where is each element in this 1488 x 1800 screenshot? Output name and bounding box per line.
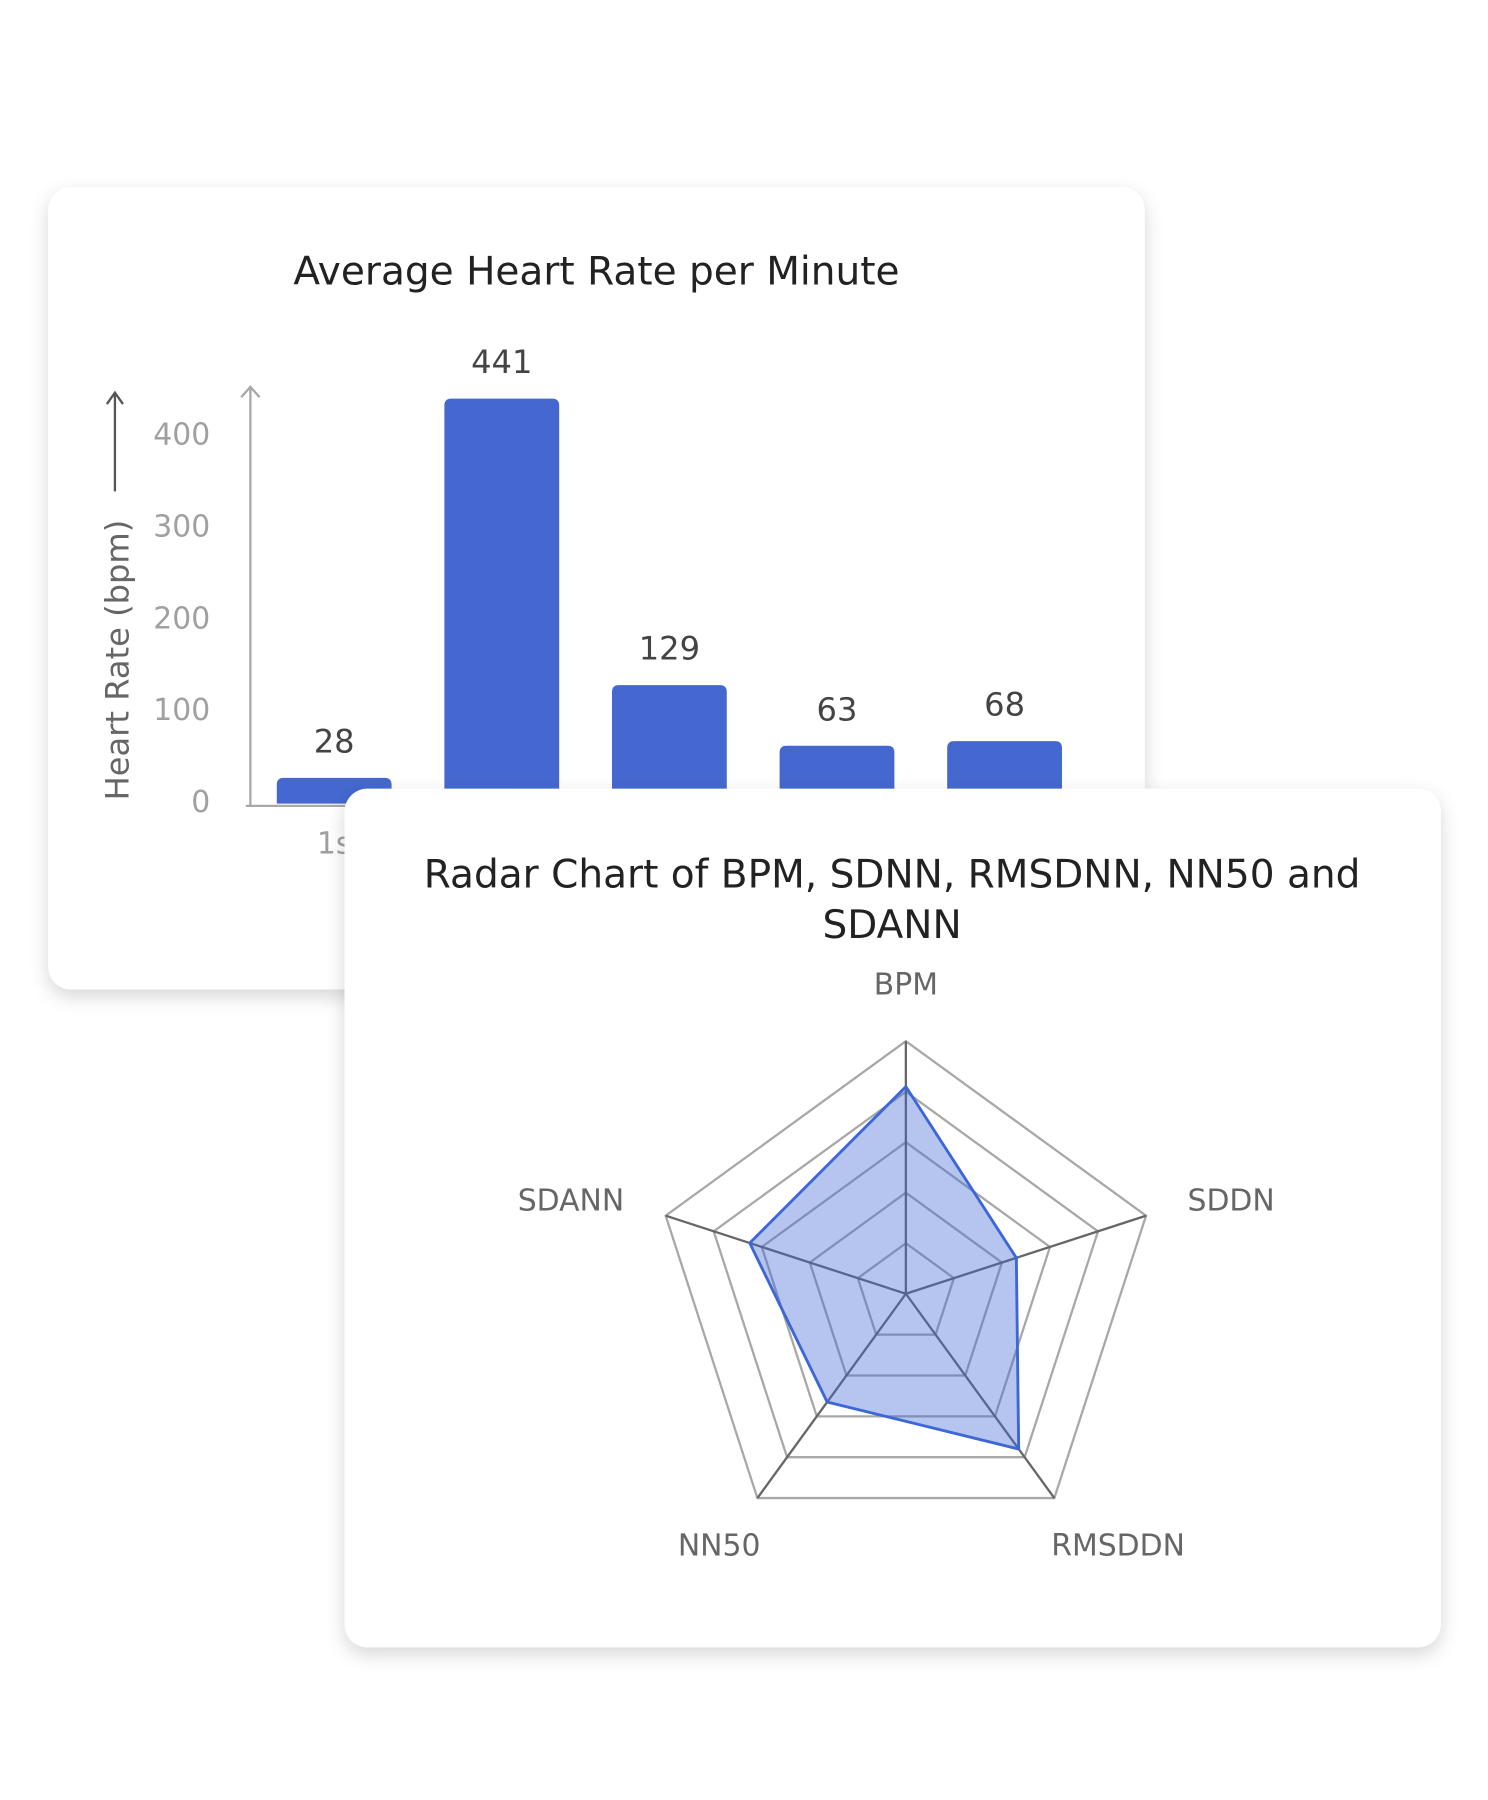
y-label-arrow: [105, 390, 124, 492]
axis-label: SDANN: [518, 1184, 624, 1219]
grid-ring: [664, 1039, 1148, 1500]
spoke: [756, 1293, 907, 1499]
axis-label: BPM: [874, 968, 938, 1003]
grid-ring: [856, 1241, 956, 1336]
card: [344, 788, 1441, 1648]
chart-title: Radar Chart of BPM, SDNN, RMSDNN, NN50 a…: [423, 851, 1361, 949]
y-tick-label: 300: [153, 510, 210, 545]
y-tick-label: 400: [153, 418, 210, 453]
spoke: [904, 1293, 1056, 1499]
y-axis-label: Heart Rate (bpm): [99, 520, 137, 801]
y-axis: [240, 385, 261, 806]
bar: [947, 741, 1062, 804]
grid-ring: [808, 1191, 1004, 1377]
value-label: 28: [314, 722, 355, 760]
grid-ring: [712, 1090, 1100, 1459]
y-tick-label: 100: [153, 693, 210, 728]
spoke: [905, 1214, 1147, 1295]
y-tick-label: 200: [153, 601, 210, 636]
axis-label: SDDN: [1188, 1184, 1275, 1219]
chart-title: Average Heart Rate per Minute: [293, 249, 900, 296]
bar: [444, 398, 560, 804]
y-tick-label: 0: [191, 785, 210, 820]
value-label: 68: [984, 686, 1025, 724]
radar-card: Radar Chart of BPM, SDNN, RMSDNN, NN50 a…: [344, 788, 1441, 1648]
value-label: 129: [639, 630, 700, 668]
title-box: Radar Chart of BPM, SDNN, RMSDNN, NN50 a…: [423, 851, 1361, 949]
axis-label: NN50: [678, 1529, 761, 1564]
value-label: 441: [471, 343, 532, 381]
radar-area: [748, 1084, 1021, 1451]
grid-ring: [760, 1140, 1052, 1418]
spoke: [665, 1214, 907, 1295]
value-label: 63: [817, 690, 858, 728]
axis-label: RMSDDN: [1051, 1529, 1185, 1564]
title-box: Average Heart Rate per Minute: [293, 249, 900, 296]
bar: [611, 685, 727, 804]
